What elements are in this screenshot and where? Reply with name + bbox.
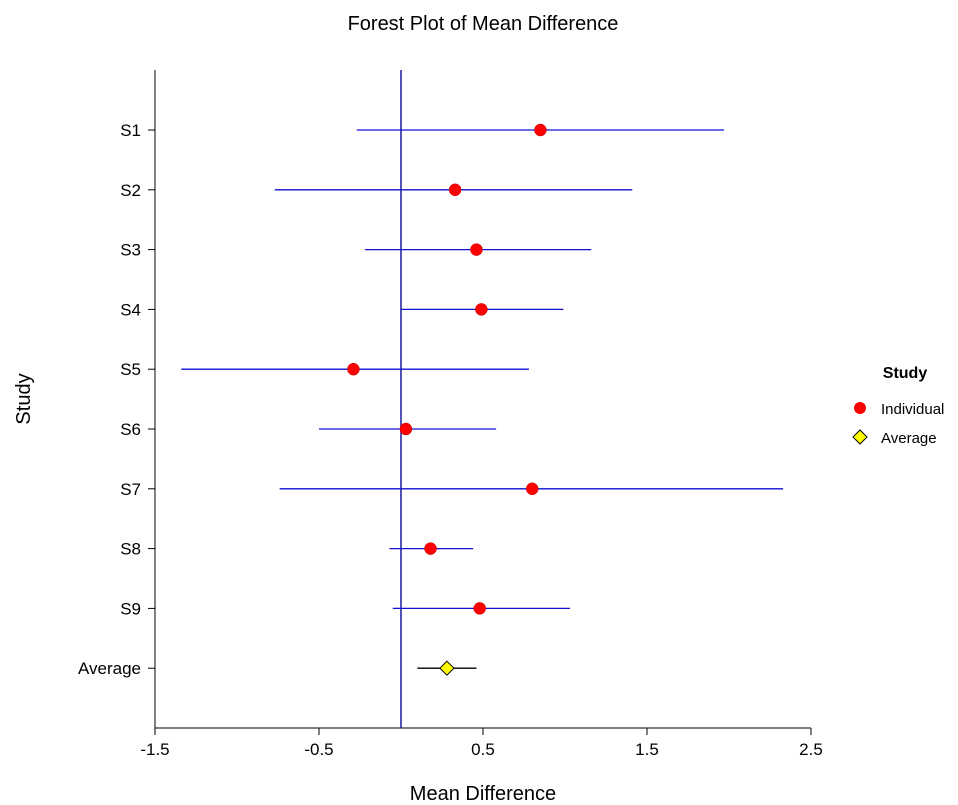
y-axis-title: Study (13, 373, 35, 424)
x-tick-label-0: -1.5 (140, 740, 169, 759)
x-tick-label-4: 2.5 (799, 740, 823, 759)
y-tick-label-s3: S3 (120, 241, 141, 260)
x-axis-title: Mean Difference (410, 783, 556, 805)
point-s5 (347, 362, 360, 376)
y-tick-label-s2: S2 (120, 181, 141, 200)
y-tick-label-s9: S9 (120, 599, 141, 618)
legend-average-marker (852, 429, 868, 445)
plot-area: -1.5 -0.5 0.5 1.5 2.5 S1 S2 S3 S4 S5 S6 S7 S8 S9 Avera… (78, 70, 823, 759)
point-s2 (448, 183, 462, 197)
point-s9 (473, 602, 486, 615)
y-tick-label-s8: S8 (120, 540, 141, 559)
legend-individual-label: Individual (881, 401, 944, 418)
legend-title: Study (883, 365, 928, 382)
point-s3 (470, 243, 483, 256)
point-average (439, 660, 455, 676)
y-tick-label-s1: S1 (120, 121, 141, 140)
legend: Study Individual Average (852, 365, 944, 447)
point-s7 (525, 482, 539, 496)
x-tick-label-1: -0.5 (304, 740, 333, 759)
point-s4 (475, 303, 488, 316)
y-tick-label-s4: S4 (120, 300, 141, 319)
y-tick-label-s6: S6 (120, 420, 141, 439)
point-s1 (534, 123, 547, 137)
legend-average-label: Average (881, 430, 937, 447)
x-tick-label-2: 0.5 (471, 740, 495, 759)
chart-title: Forest Plot of Mean Difference (348, 13, 619, 35)
y-tick-label-s5: S5 (120, 360, 141, 379)
point-s8 (424, 542, 437, 555)
legend-individual-marker (854, 402, 866, 414)
point-s6 (399, 422, 413, 436)
y-tick-label-average: Average (78, 659, 141, 678)
x-tick-label-3: 1.5 (635, 740, 659, 759)
y-tick-label-s7: S7 (120, 480, 141, 499)
